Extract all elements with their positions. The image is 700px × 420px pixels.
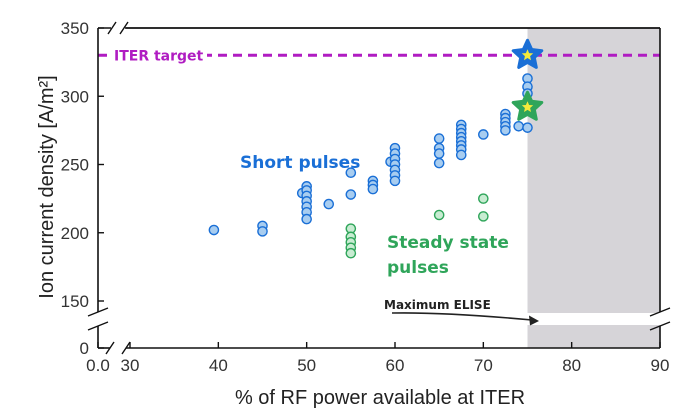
x-axis-label: % of RF power available at ITER: [235, 387, 525, 409]
x-tick-label: 0.0: [86, 356, 110, 375]
point-steady-state: [478, 211, 489, 222]
point-steady-state: [345, 247, 357, 259]
y-break-mark-left-1: [87, 307, 109, 317]
y-break-mark-left-2: [87, 321, 109, 331]
x-tick-label: 80: [562, 356, 581, 375]
y-tick-label: 0: [80, 339, 89, 358]
point-short-pulse: [433, 148, 445, 159]
data-points: [208, 38, 544, 259]
y-tick-label: 350: [61, 19, 89, 38]
y-break-mark-right-2: [649, 321, 671, 331]
y-break-band: [527, 313, 660, 325]
axes: [87, 21, 671, 355]
point-short-pulse: [257, 226, 268, 237]
y-tick-label: 200: [61, 224, 89, 243]
point-short-pulse: [433, 157, 445, 169]
y-break-mark-right-1: [649, 307, 671, 317]
point-short-pulse: [367, 183, 379, 195]
x-tick-label: 90: [651, 356, 670, 375]
tick-labels: 0.0 30 40 50 60 70 80 90 0 150 200 250 300 350: [61, 19, 670, 375]
x-tick-label: 70: [474, 356, 493, 375]
annotation-short-pulses: Short pulses: [240, 153, 360, 173]
shaded-region: [527, 28, 660, 348]
point-steady-state: [433, 209, 445, 221]
iter-target-label: ITER target: [114, 48, 204, 64]
x-tick-label: 60: [386, 356, 405, 375]
y-tick-label: 150: [61, 292, 89, 311]
point-short-pulse: [478, 129, 489, 140]
top-break-mark-2: [119, 21, 129, 35]
top-break-mark-1: [107, 21, 117, 35]
point-short-pulse: [345, 189, 357, 200]
y-tick-label: 250: [61, 156, 89, 175]
point-short-pulse: [513, 120, 524, 132]
maximum-elise-arrowhead: [529, 315, 539, 326]
iter-target-label-bg: [111, 45, 207, 66]
point-short-pulse: [208, 224, 220, 236]
maximum-elise-arrow: [391, 312, 533, 321]
annotation-maximum-elise: Maximum ELISE: [384, 298, 491, 312]
point-short-pulse: [301, 213, 312, 225]
point-short-pulse: [500, 125, 511, 136]
x-tick-label: 50: [297, 356, 316, 375]
top-break-gap: [111, 24, 125, 32]
y-axis-label: Ion current density [A/m²]: [36, 75, 58, 298]
x-tick-label: 30: [121, 356, 140, 375]
x-break-mark-1: [105, 341, 115, 355]
point-short-pulse: [455, 149, 467, 161]
point-short-pulse: [433, 133, 445, 144]
highlight-star-center: [521, 101, 534, 112]
annotation-steady-state-line2: pulses: [387, 258, 449, 278]
x-tick-label: 40: [209, 356, 228, 375]
point-steady-state: [478, 193, 489, 204]
annotation-steady-state-line1: Steady state: [387, 233, 509, 253]
point-short-pulse: [323, 198, 335, 210]
x-break-mark-2: [121, 341, 131, 355]
point-short-pulse: [345, 167, 357, 178]
y-tick-label: 300: [61, 87, 89, 106]
point-short-pulse: [522, 122, 533, 133]
point-short-pulse: [389, 175, 401, 187]
highlight-star-center: [521, 49, 534, 61]
